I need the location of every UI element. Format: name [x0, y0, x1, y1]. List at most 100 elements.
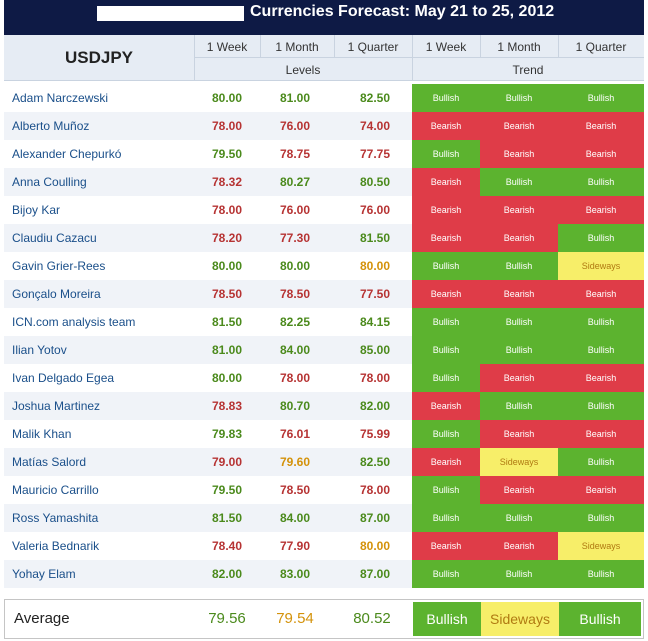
level-1quarter: 85.00 — [359, 343, 391, 357]
trend-1month-cell: Bullish — [480, 84, 558, 112]
table-row: Adam Narczewski 80.00 81.00 82.50 Bullish Bul… — [4, 84, 644, 112]
level-1week: 78.00 — [211, 119, 243, 133]
trend-1month-cell: Bullish — [480, 308, 558, 336]
level-1month: 78.50 — [279, 483, 311, 497]
forecaster-name: Gonçalo Moreira — [12, 287, 101, 301]
header-trend-group: Trend — [512, 63, 544, 77]
forecaster-name: Anna Coulling — [12, 175, 87, 189]
trend-1month-cell: Bullish — [480, 336, 558, 364]
forecaster-name: Ross Yamashita — [12, 511, 99, 525]
trend-1quarter-cell: Bearish — [558, 196, 644, 224]
header-trend-1quarter: 1 Quarter — [575, 40, 627, 54]
level-1quarter: 82.00 — [359, 399, 391, 413]
trend-1month-cell: Bullish — [480, 168, 558, 196]
forecaster-name: Mauricio Carrillo — [12, 483, 99, 497]
trend-1month-cell: Bullish — [480, 392, 558, 420]
forecaster-name: Matías Salord — [12, 455, 87, 469]
level-1quarter: 87.00 — [359, 567, 391, 581]
forecaster-name: Ilian Yotov — [12, 343, 67, 357]
level-1quarter: 82.50 — [359, 455, 391, 469]
table-row: Mauricio Carrillo 79.50 78.50 78.00 Bullish B… — [4, 476, 644, 504]
level-1month: 79.60 — [279, 455, 311, 469]
trend-1week-cell: Bearish — [412, 392, 480, 420]
level-1quarter: 82.50 — [359, 91, 391, 105]
trend-1quarter-cell: Bullish — [558, 392, 644, 420]
level-1month: 76.00 — [279, 119, 311, 133]
level-1week: 78.32 — [211, 175, 243, 189]
table-row: Ilian Yotov 81.00 84.00 85.00 Bullish Bullish… — [4, 336, 644, 364]
level-1month: 78.00 — [279, 371, 311, 385]
trend-1week-cell: Bearish — [412, 280, 480, 308]
header-divider — [334, 35, 335, 57]
level-1month: 77.90 — [279, 539, 311, 553]
trend-1quarter-cell: Bullish — [558, 308, 644, 336]
trend-1week-cell: Bullish — [412, 252, 480, 280]
trend-1month-cell: Bearish — [480, 420, 558, 448]
forecaster-name: Adam Narczewski — [12, 91, 109, 105]
table-row: Bijoy Kar 78.00 76.00 76.00 Bearish Bearish Be… — [4, 196, 644, 224]
trend-1quarter-cell: Bullish — [558, 336, 644, 364]
trend-1month-cell: Bearish — [480, 280, 558, 308]
level-1week: 79.50 — [211, 483, 243, 497]
trend-1month-cell: Sideways — [480, 448, 558, 476]
trend-1quarter-cell: Bearish — [558, 280, 644, 308]
forecaster-name: Bijoy Kar — [12, 203, 61, 217]
level-1week: 78.83 — [211, 399, 243, 413]
forecaster-name: Gavin Grier-Rees — [12, 259, 106, 273]
level-1month: 80.00 — [279, 259, 311, 273]
table-row: Matías Salord 79.00 79.60 82.50 Bearish Sidew… — [4, 448, 644, 476]
header-levels-group: Levels — [285, 63, 321, 77]
level-1week: 82.00 — [211, 567, 243, 581]
trend-1week-cell: Bearish — [412, 224, 480, 252]
level-1week: 80.00 — [211, 259, 243, 273]
trend-1month-cell: Bearish — [480, 532, 558, 560]
average-level-1month: 79.54 — [276, 610, 314, 627]
level-1quarter: 74.00 — [359, 119, 391, 133]
table-row: Ross Yamashita 81.50 84.00 87.00 Bullish Bull… — [4, 504, 644, 532]
level-1week: 81.00 — [211, 343, 243, 357]
title-bar: Currencies Forecast: May 21 to 25, 2012 — [4, 0, 644, 35]
header-trend-1month: 1 Month — [497, 40, 541, 54]
trend-1week-cell: Bullish — [412, 560, 480, 588]
table-row: Anna Coulling 78.32 80.27 80.50 Bearish Bulli… — [4, 168, 644, 196]
table-row: Yohay Elam 82.00 83.00 87.00 Bullish Bullish B… — [4, 560, 644, 588]
trend-1quarter-cell: Bullish — [558, 504, 644, 532]
level-1quarter: 78.00 — [359, 371, 391, 385]
level-1week: 80.00 — [211, 91, 243, 105]
trend-1week-cell: Bullish — [412, 84, 480, 112]
level-1week: 78.50 — [211, 287, 243, 301]
level-1month: 78.75 — [279, 147, 311, 161]
header-divider — [558, 35, 559, 57]
header-divider — [194, 57, 644, 58]
level-1week: 81.50 — [211, 511, 243, 525]
average-label: Average — [14, 610, 70, 627]
trend-1month-cell: Bearish — [480, 364, 558, 392]
trend-1month-cell: Bearish — [480, 224, 558, 252]
forecaster-name: Ivan Delgado Egea — [12, 371, 115, 385]
trend-1quarter-cell: Bearish — [558, 364, 644, 392]
average-trend-1month: Sideways — [481, 602, 559, 636]
level-1week: 80.00 — [211, 371, 243, 385]
trend-1month-cell: Bearish — [480, 140, 558, 168]
trend-1week-cell: Bearish — [412, 532, 480, 560]
forecaster-name: Joshua Martinez — [12, 399, 101, 413]
trend-1week-cell: Bullish — [412, 476, 480, 504]
trend-1quarter-cell: Bullish — [558, 224, 644, 252]
trend-1quarter-cell: Bullish — [558, 84, 644, 112]
average-trend-1week: Bullish — [413, 602, 481, 636]
forecaster-name: Malik Khan — [12, 427, 72, 441]
header-trend-1week: 1 Week — [425, 40, 467, 54]
header-divider — [480, 35, 481, 57]
header-levels-1quarter: 1 Quarter — [347, 40, 399, 54]
level-1week: 81.50 — [211, 315, 243, 329]
level-1week: 78.40 — [211, 539, 243, 553]
currency-pair-label: USDJPY — [64, 48, 134, 67]
level-1quarter: 77.75 — [359, 147, 391, 161]
level-1quarter: 87.00 — [359, 511, 391, 525]
level-1week: 79.83 — [211, 427, 243, 441]
forecaster-name: Valeria Bednarik — [12, 539, 100, 553]
trend-1week-cell: Bullish — [412, 420, 480, 448]
trend-1quarter-cell: Bearish — [558, 420, 644, 448]
level-1week: 79.00 — [211, 455, 243, 469]
forecaster-name: Alberto Muñoz — [12, 119, 90, 133]
